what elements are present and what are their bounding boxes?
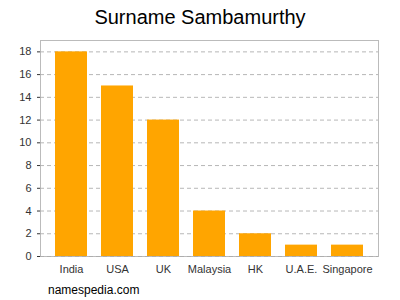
svg-text:U.A.E.: U.A.E. <box>286 263 318 275</box>
svg-text:12: 12 <box>19 114 31 126</box>
html-text:namespedia.com: namespedia.com <box>48 283 140 297</box>
svg-text:UK: UK <box>156 263 172 275</box>
svg-text:Singapore: Singapore <box>322 263 372 275</box>
svg-text:0: 0 <box>25 250 31 262</box>
svg-text:16: 16 <box>19 68 31 80</box>
svg-text:2: 2 <box>25 227 31 239</box>
svg-text:4: 4 <box>25 205 31 217</box>
svg-text:8: 8 <box>25 159 31 171</box>
svg-text:6: 6 <box>25 182 31 194</box>
html-text:Surname Sambamurthy: Surname Sambamurthy <box>94 6 306 28</box>
svg-text:HK: HK <box>248 263 264 275</box>
svg-text:10: 10 <box>19 136 31 148</box>
svg-text:India: India <box>60 263 85 275</box>
svg-text:Malaysia: Malaysia <box>188 263 232 275</box>
svg-text:14: 14 <box>19 91 31 103</box>
svg-text:18: 18 <box>19 45 31 57</box>
svg-text:USA: USA <box>106 263 129 275</box>
